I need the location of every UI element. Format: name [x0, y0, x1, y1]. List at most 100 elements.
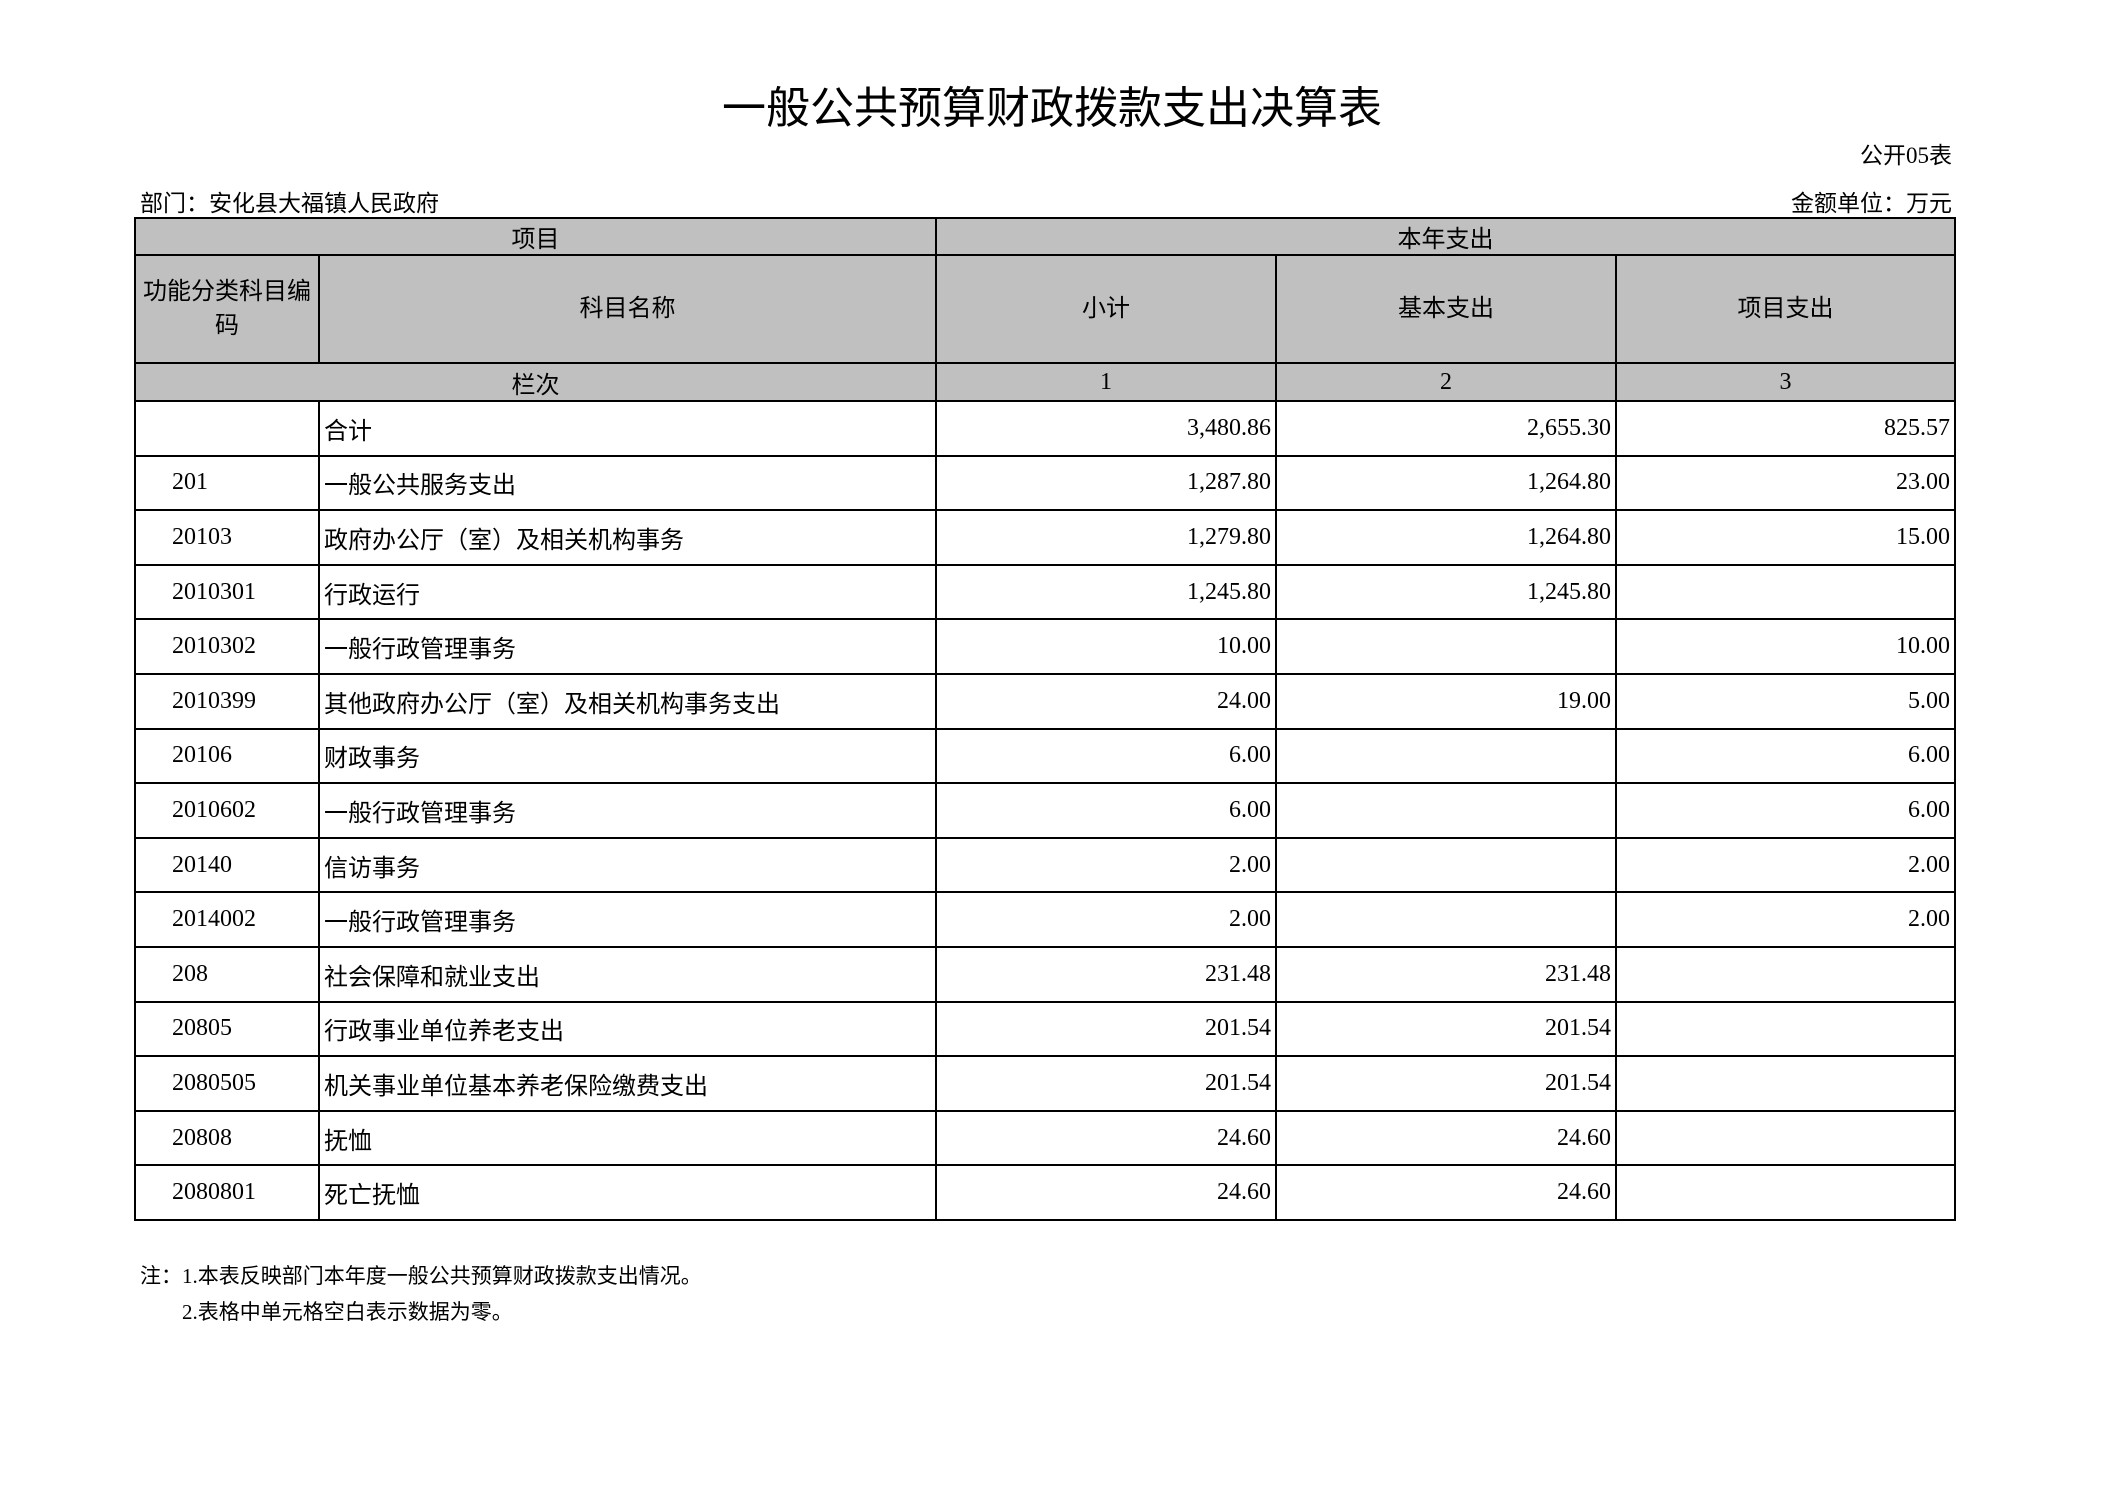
cell-project: 6.00 [1614, 727, 1957, 785]
cell-code: 2010301 [134, 563, 320, 621]
cell-subtotal: 24.00 [935, 672, 1277, 730]
cell-code: 20103 [134, 509, 320, 566]
table-row: 2080505 机关事业单位基本养老保险缴费支出 201.54 201.54 [134, 1055, 1957, 1112]
cell-project: 6.00 [1614, 782, 1957, 839]
cell-basic [1275, 836, 1617, 894]
expenditure-table: 项目 本年支出 功能分类科目编码 科目名称 小计 基本支出 项目支出 栏次 1 … [134, 217, 1957, 1221]
cell-code: 2080505 [134, 1055, 320, 1112]
cell-project: 2.00 [1614, 836, 1957, 894]
header-name: 科目名称 [318, 254, 937, 364]
table-row: 2014002 一般行政管理事务 2.00 2.00 [134, 891, 1957, 948]
cell-subtotal: 231.48 [935, 945, 1277, 1003]
cell-basic: 201.54 [1275, 1055, 1617, 1112]
cell-name: 合计 [318, 400, 937, 457]
cell-name: 一般行政管理事务 [318, 782, 937, 839]
cell-code: 2080801 [134, 1164, 320, 1221]
table-row: 20808 抚恤 24.60 24.60 [134, 1109, 1957, 1167]
cell-project: 15.00 [1614, 509, 1957, 566]
cell-basic [1275, 891, 1617, 948]
cell-code: 201 [134, 454, 320, 512]
cell-code: 208 [134, 945, 320, 1003]
cell-code: 20140 [134, 836, 320, 894]
header-item: 项目 [134, 217, 937, 256]
cell-name: 死亡抚恤 [318, 1164, 937, 1221]
cell-code: 20808 [134, 1109, 320, 1167]
header-column-index: 栏次 [134, 362, 937, 402]
header-subtotal: 小计 [935, 254, 1277, 364]
header-col2: 2 [1275, 362, 1617, 402]
table-row: 20140 信访事务 2.00 2.00 [134, 836, 1957, 894]
cell-name: 行政事业单位养老支出 [318, 1000, 937, 1058]
cell-code [134, 400, 320, 457]
table-row: 201 一般公共服务支出 1,287.80 1,264.80 23.00 [134, 454, 1957, 512]
cell-basic: 19.00 [1275, 672, 1617, 730]
cell-subtotal: 6.00 [935, 727, 1277, 785]
cell-project: 5.00 [1614, 672, 1957, 730]
cell-name: 一般公共服务支出 [318, 454, 937, 512]
cell-name: 一般行政管理事务 [318, 891, 937, 948]
cell-code: 2010302 [134, 618, 320, 675]
cell-project [1614, 945, 1957, 1003]
cell-code: 20106 [134, 727, 320, 785]
cell-name: 社会保障和就业支出 [318, 945, 937, 1003]
cell-name: 信访事务 [318, 836, 937, 894]
cell-basic: 201.54 [1275, 1000, 1617, 1058]
cell-subtotal: 6.00 [935, 782, 1277, 839]
cell-project: 2.00 [1614, 891, 1957, 948]
cell-name: 政府办公厅（室）及相关机构事务 [318, 509, 937, 566]
table-row: 208 社会保障和就业支出 231.48 231.48 [134, 945, 1957, 1003]
table-row: 2010302 一般行政管理事务 10.00 10.00 [134, 618, 1957, 675]
cell-subtotal: 201.54 [935, 1000, 1277, 1058]
cell-subtotal: 2.00 [935, 836, 1277, 894]
note-2: 2.表格中单元格空白表示数据为零。 [182, 1300, 513, 1324]
cell-basic: 24.60 [1275, 1164, 1617, 1221]
cell-project [1614, 1000, 1957, 1058]
cell-basic [1275, 727, 1617, 785]
cell-project [1614, 1055, 1957, 1112]
cell-project [1614, 1164, 1957, 1221]
header-col3: 3 [1614, 362, 1957, 402]
cell-code: 2010602 [134, 782, 320, 839]
cell-code: 2010399 [134, 672, 320, 730]
cell-subtotal: 201.54 [935, 1055, 1277, 1112]
page-title: 一般公共预算财政拨款支出决算表 [722, 84, 1382, 133]
note-1: 注：1.本表反映部门本年度一般公共预算财政拨款支出情况。 [140, 1264, 702, 1288]
cell-name: 其他政府办公厅（室）及相关机构事务支出 [318, 672, 937, 730]
cell-basic: 1,245.80 [1275, 563, 1617, 621]
cell-subtotal: 10.00 [935, 618, 1277, 675]
table-row: 20805 行政事业单位养老支出 201.54 201.54 [134, 1000, 1957, 1058]
cell-code: 2014002 [134, 891, 320, 948]
cell-subtotal: 24.60 [935, 1109, 1277, 1167]
department-label: 部门：安化县大福镇人民政府 [140, 191, 439, 216]
table-row: 2010602 一般行政管理事务 6.00 6.00 [134, 782, 1957, 839]
table-row: 2010399 其他政府办公厅（室）及相关机构事务支出 24.00 19.00 5.00 [134, 672, 1957, 730]
cell-name: 行政运行 [318, 563, 937, 621]
table-row: 合计 3,480.86 2,655.30 825.57 [134, 400, 1957, 457]
cell-project [1614, 563, 1957, 621]
cell-project: 23.00 [1614, 454, 1957, 512]
cell-project: 10.00 [1614, 618, 1957, 675]
table-row: 20106 财政事务 6.00 6.00 [134, 727, 1957, 785]
table-row: 2010301 行政运行 1,245.80 1,245.80 [134, 563, 1957, 621]
header-current-year: 本年支出 [934, 217, 1957, 256]
cell-name: 抚恤 [318, 1109, 937, 1167]
cell-basic: 24.60 [1275, 1109, 1617, 1167]
cell-basic [1275, 618, 1617, 675]
cell-basic: 1,264.80 [1275, 509, 1617, 566]
cell-basic: 2,655.30 [1275, 400, 1617, 457]
cell-name: 机关事业单位基本养老保险缴费支出 [318, 1055, 937, 1112]
cell-basic: 1,264.80 [1275, 454, 1617, 512]
table-row: 2080801 死亡抚恤 24.60 24.60 [134, 1164, 1957, 1221]
cell-project [1614, 1109, 1957, 1167]
cell-project: 825.57 [1614, 400, 1957, 457]
header-basic: 基本支出 [1275, 254, 1617, 364]
cell-subtotal: 24.60 [935, 1164, 1277, 1221]
cell-subtotal: 1,287.80 [935, 454, 1277, 512]
cell-subtotal: 2.00 [935, 891, 1277, 948]
cell-subtotal: 1,245.80 [935, 563, 1277, 621]
cell-subtotal: 3,480.86 [935, 400, 1277, 457]
cell-name: 一般行政管理事务 [318, 618, 937, 675]
unit-label: 金额单位：万元 [1791, 191, 1952, 216]
table-row: 20103 政府办公厅（室）及相关机构事务 1,279.80 1,264.80 15.0… [134, 509, 1957, 566]
cell-basic: 231.48 [1275, 945, 1617, 1003]
